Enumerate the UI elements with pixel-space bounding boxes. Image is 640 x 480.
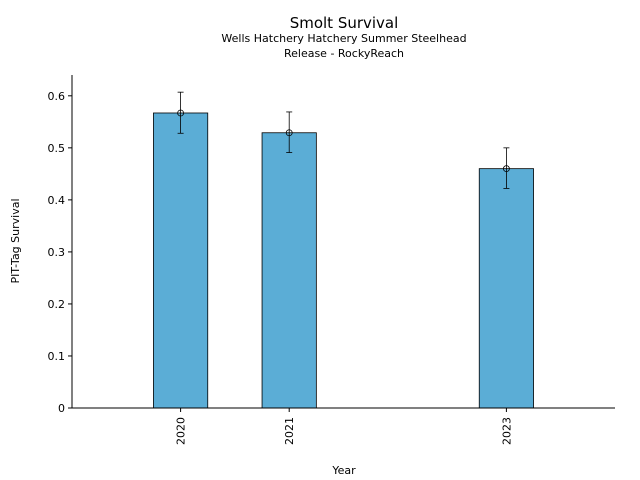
- point-2023: [502, 165, 510, 173]
- point-2021: [285, 129, 293, 137]
- plot-area: [153, 91, 534, 409]
- bar-2023: [478, 168, 534, 409]
- point-2020: [177, 109, 185, 117]
- chart-title: Smolt Survival: [290, 14, 399, 32]
- bar-2021: [261, 132, 317, 409]
- y-tick-label-6: 0.6: [48, 90, 66, 103]
- bar-2020: [153, 112, 209, 409]
- y-axis-label: PIT-Tag Survival: [9, 198, 22, 283]
- y-tick-label-0: 0: [58, 402, 65, 415]
- y-tick-label-3: 0.3: [48, 246, 66, 259]
- x-tick-label-2020: 2020: [175, 417, 188, 445]
- y-tick-label-1: 0.1: [48, 350, 66, 363]
- chart-subtitle-line-1: Wells Hatchery Hatchery Summer Steelhead: [221, 32, 466, 45]
- y-tick-label-2: 0.2: [48, 298, 66, 311]
- chart-subtitle-line-2: Release - RockyReach: [284, 47, 404, 60]
- x-axis-label: Year: [331, 464, 356, 477]
- x-tick-label-2023: 2023: [500, 417, 513, 445]
- x-tick-label-2021: 2021: [283, 417, 296, 445]
- y-tick-label-5: 0.5: [48, 142, 66, 155]
- y-tick-label-4: 0.4: [48, 194, 66, 207]
